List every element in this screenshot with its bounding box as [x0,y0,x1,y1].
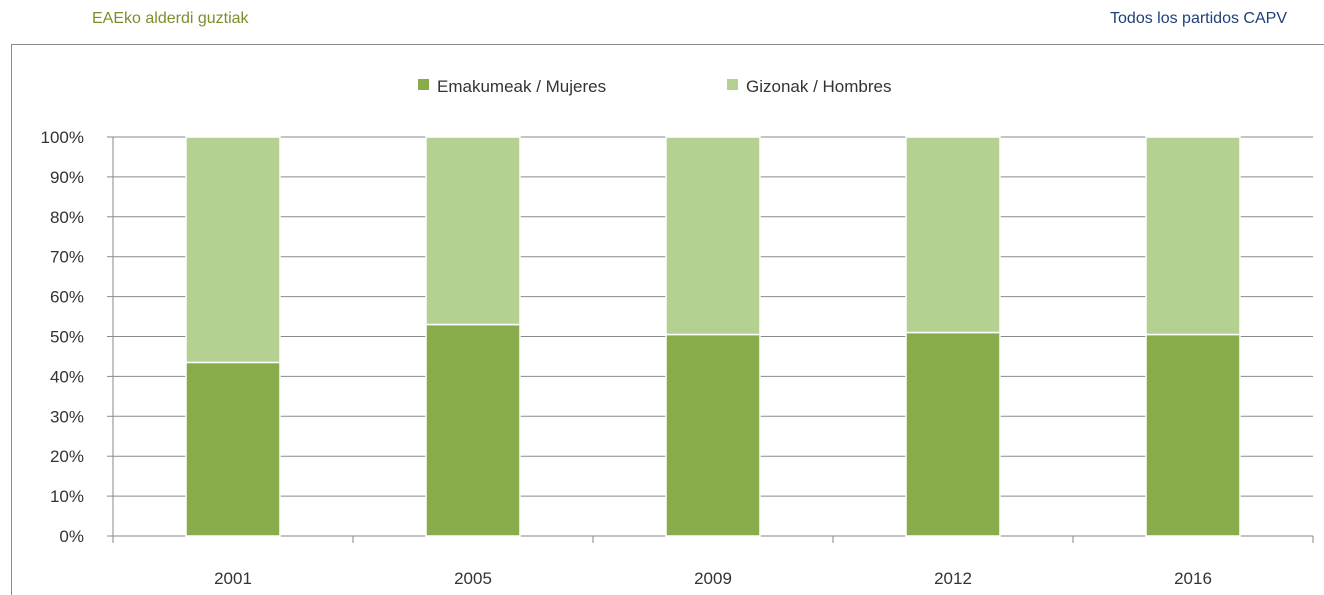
y-tick-label: 100% [41,128,84,147]
y-tick-label: 50% [50,328,84,347]
y-tick-label: 0% [59,527,84,546]
x-tick-label: 2012 [934,569,972,588]
chart-frame [11,44,1324,595]
y-tick-label: 70% [50,248,84,267]
y-tick-label: 40% [50,367,84,386]
bar-segment-women [425,323,521,537]
x-tick-label: 2005 [454,569,492,588]
bar-segment-men [905,136,1001,334]
bar-segment-women [1145,333,1241,537]
bar-segment-women [185,361,281,537]
legend-swatch-women [418,79,429,90]
header-left-title: EAEko alderdi guztiak [92,10,249,27]
y-tick-label: 30% [50,407,84,426]
bar-segment-men [185,136,281,364]
legend-swatch-men [727,79,738,90]
bar-segment-men [1145,136,1241,336]
y-tick-label: 90% [50,168,84,187]
bar-segment-women [905,331,1001,537]
bar-segment-men [665,136,761,336]
bar-segment-women [665,333,761,537]
y-tick-label: 20% [50,447,84,466]
x-tick-label: 2009 [694,569,732,588]
y-tick-label: 10% [50,487,84,506]
legend-label-men: Gizonak / Hombres [746,77,892,96]
y-tick-label: 60% [50,288,84,307]
bar-segment-men [425,136,521,326]
bars [185,136,1241,537]
x-tick-label: 2016 [1174,569,1212,588]
header-right-title: Todos los partidos CAPV [1110,10,1287,27]
legend: Emakumeak / Mujeres Gizonak / Hombres [418,77,892,96]
axes: 0% 10% 20% 30% 40% 50% 60% 70% 80% 90% 100% 2001 200… [41,128,1314,588]
x-tick-label: 2001 [214,569,252,588]
y-tick-label: 80% [50,208,84,227]
legend-label-women: Emakumeak / Mujeres [437,77,606,96]
